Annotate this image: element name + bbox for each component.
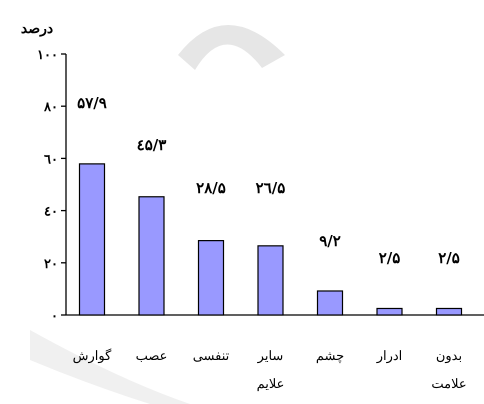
category-label: گوارش	[73, 348, 112, 364]
watermark-swoosh	[30, 330, 190, 404]
y-tick-label: ۰	[51, 309, 58, 324]
watermark-arc	[178, 25, 285, 70]
y-axis-label: درصد	[21, 21, 53, 37]
category-label: تنفسی	[193, 349, 230, 364]
category-label: علامت	[431, 377, 466, 392]
category-label: بدون	[436, 349, 462, 364]
category-label: چشم	[316, 349, 344, 364]
bar	[138, 196, 165, 316]
watermark-shapes	[30, 25, 285, 404]
data-label: ۹/۲	[319, 232, 341, 250]
data-label: ۲/۵	[379, 249, 401, 267]
bar	[435, 307, 463, 316]
data-label: ۲٦/۵	[256, 179, 286, 197]
bar	[197, 240, 225, 316]
data-label: ۵۷/۹	[77, 94, 107, 112]
y-tick-label: ٦۰	[44, 152, 58, 167]
category-label: عصب	[136, 349, 168, 364]
bar	[78, 163, 106, 316]
data-labels: ۵۷/۹ ٤۵/۳ ۲۸/۵ ۲٦/۵ ۹/۲ ۲/۵ ۲/۵	[77, 94, 460, 267]
data-label: ۲/۵	[438, 249, 460, 267]
category-label: علایم	[257, 377, 285, 392]
chart-bars	[78, 163, 463, 316]
bar	[316, 290, 344, 316]
bar	[376, 307, 403, 316]
data-label: ۲۸/۵	[196, 179, 226, 197]
y-tick-label: ٤۰	[44, 205, 58, 220]
category-label: سایر	[257, 349, 284, 364]
data-label: ٤۵/۳	[137, 136, 167, 154]
y-tick-label: ۲۰	[44, 257, 58, 272]
y-tick-labels: ۰ ۲۰ ٤۰ ٦۰ ۸۰ ۱۰۰	[37, 48, 58, 324]
bar	[257, 245, 284, 316]
y-tick-label: ۸۰	[43, 100, 58, 115]
category-labels: گوارش عصب تنفسی سایر علایم چشم ادرار بدون علامت	[73, 348, 467, 392]
category-label: ادرار	[376, 349, 403, 364]
y-tick-label: ۱۰۰	[37, 48, 58, 63]
